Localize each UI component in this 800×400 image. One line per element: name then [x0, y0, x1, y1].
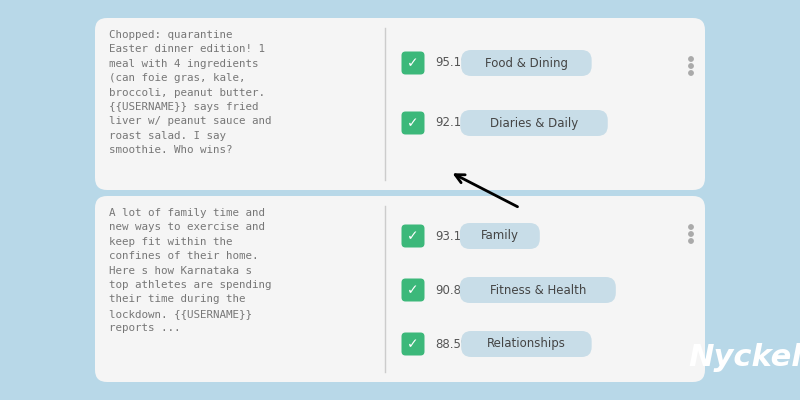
Text: 93.1%: 93.1% — [435, 230, 472, 242]
Circle shape — [689, 57, 693, 61]
FancyBboxPatch shape — [460, 277, 616, 303]
Circle shape — [689, 225, 693, 229]
Circle shape — [689, 239, 693, 243]
Text: Family: Family — [481, 230, 518, 242]
Text: ✓: ✓ — [407, 337, 419, 351]
FancyBboxPatch shape — [402, 52, 425, 74]
FancyBboxPatch shape — [95, 196, 705, 382]
Text: 90.8%: 90.8% — [435, 284, 472, 296]
Text: ✓: ✓ — [407, 116, 419, 130]
FancyBboxPatch shape — [460, 223, 540, 249]
Text: Nyckel: Nyckel — [688, 343, 800, 372]
Text: 95.1%: 95.1% — [435, 56, 472, 70]
FancyBboxPatch shape — [460, 110, 608, 136]
Text: Relationships: Relationships — [487, 338, 566, 350]
Text: ✓: ✓ — [407, 229, 419, 243]
FancyBboxPatch shape — [461, 50, 592, 76]
Text: A lot of family time and
new ways to exercise and
keep fit within the
confines o: A lot of family time and new ways to exe… — [109, 208, 271, 333]
Text: Food & Dining: Food & Dining — [485, 56, 568, 70]
Text: Fitness & Health: Fitness & Health — [490, 284, 586, 296]
Circle shape — [689, 64, 693, 68]
FancyBboxPatch shape — [402, 332, 425, 356]
Text: 92.1%: 92.1% — [435, 116, 472, 130]
FancyBboxPatch shape — [461, 331, 592, 357]
FancyBboxPatch shape — [95, 18, 705, 190]
Text: ✓: ✓ — [407, 56, 419, 70]
Text: Diaries & Daily: Diaries & Daily — [490, 116, 578, 130]
Circle shape — [689, 71, 693, 75]
FancyBboxPatch shape — [402, 278, 425, 302]
FancyBboxPatch shape — [402, 224, 425, 248]
Circle shape — [689, 232, 693, 236]
FancyBboxPatch shape — [402, 112, 425, 134]
Text: Chopped: quarantine
Easter dinner edition! 1
meal with 4 ingredients
(can foie g: Chopped: quarantine Easter dinner editio… — [109, 30, 271, 155]
Text: ✓: ✓ — [407, 283, 419, 297]
Text: 88.5%: 88.5% — [435, 338, 472, 350]
